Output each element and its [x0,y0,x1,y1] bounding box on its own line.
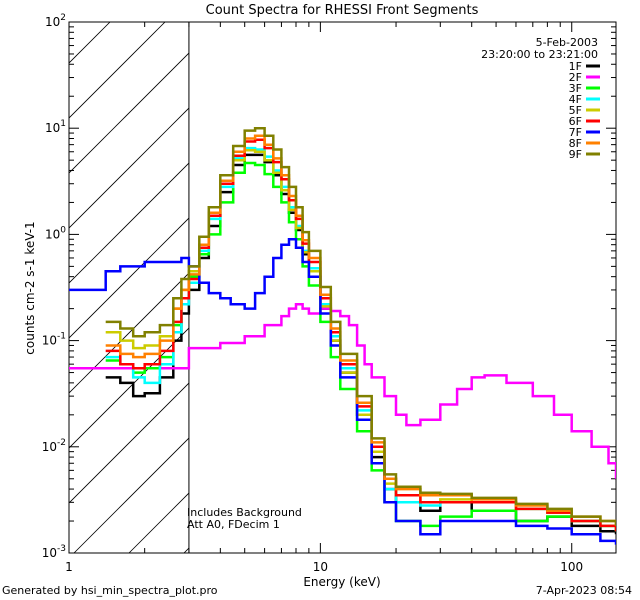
legend-label-9F: 9F [569,148,582,161]
x-tick-label: 10 [313,560,328,574]
hatch-line [404,0,640,553]
hatch-line [349,0,640,553]
hatch-line [624,0,640,553]
series-group [69,126,616,545]
hatch-line [69,107,189,229]
y-axis-label: counts cm-2 s-1 keV-1 [23,221,37,354]
y-tick-label: 102 [45,13,66,29]
y-tick-label: 10-2 [42,438,66,454]
legend-label-6F: 6F [569,115,582,128]
generated-by-label: Generated by hsi_min_spectra_plot.pro [2,584,218,597]
x-tick-label: 100 [560,560,583,574]
series-2F-line [69,302,616,479]
series-6F-line [105,138,616,532]
legend-label-5F: 5F [569,104,582,117]
hatch-line [69,52,189,174]
series-9F-line [105,126,616,526]
legend-label-8F: 8F [569,137,582,150]
hatch-line [69,162,189,284]
annotation-line-1: Includes Background [187,506,302,519]
legend-label-3F: 3F [569,82,582,95]
hatch-line [69,272,189,394]
hatch-line [69,22,166,119]
legend-label-1F: 1F [569,60,582,73]
y-tick-label: 10-1 [42,332,66,348]
x-axis-label: Energy (keV) [303,575,380,589]
plot-frame [68,21,617,554]
annotation-line-2: Att A0, FDecim 1 [187,518,280,531]
legend-label-2F: 2F [569,71,582,84]
x-tick-labels: 1 10 100 [65,560,583,574]
series-3F-line [105,161,616,532]
hatch-line [294,0,640,553]
hatch-line [69,217,189,339]
axis-ticks [68,22,616,554]
x-tick-label: 1 [65,560,73,574]
date-label: 5-Feb-2003 [536,36,598,49]
y-tick-label: 101 [45,119,66,135]
legend-label-4F: 4F [569,93,582,106]
hatch-line [69,382,189,504]
legend-label-7F: 7F [569,126,582,139]
time-range-label: 23:20:00 to 23:21:00 [481,48,598,61]
timestamp-label: 7-Apr-2023 08:54 [535,584,632,597]
y-tick-labels: 10-3 10-2 10-1 100 101 102 [42,13,67,560]
hatch-line [69,327,189,449]
chart-title: Count Spectra for RHESSI Front Segments [206,3,479,18]
hatch-line [69,22,111,64]
hatch-line [73,437,189,553]
y-tick-label: 10-3 [42,544,66,560]
y-tick-label: 100 [45,225,66,241]
